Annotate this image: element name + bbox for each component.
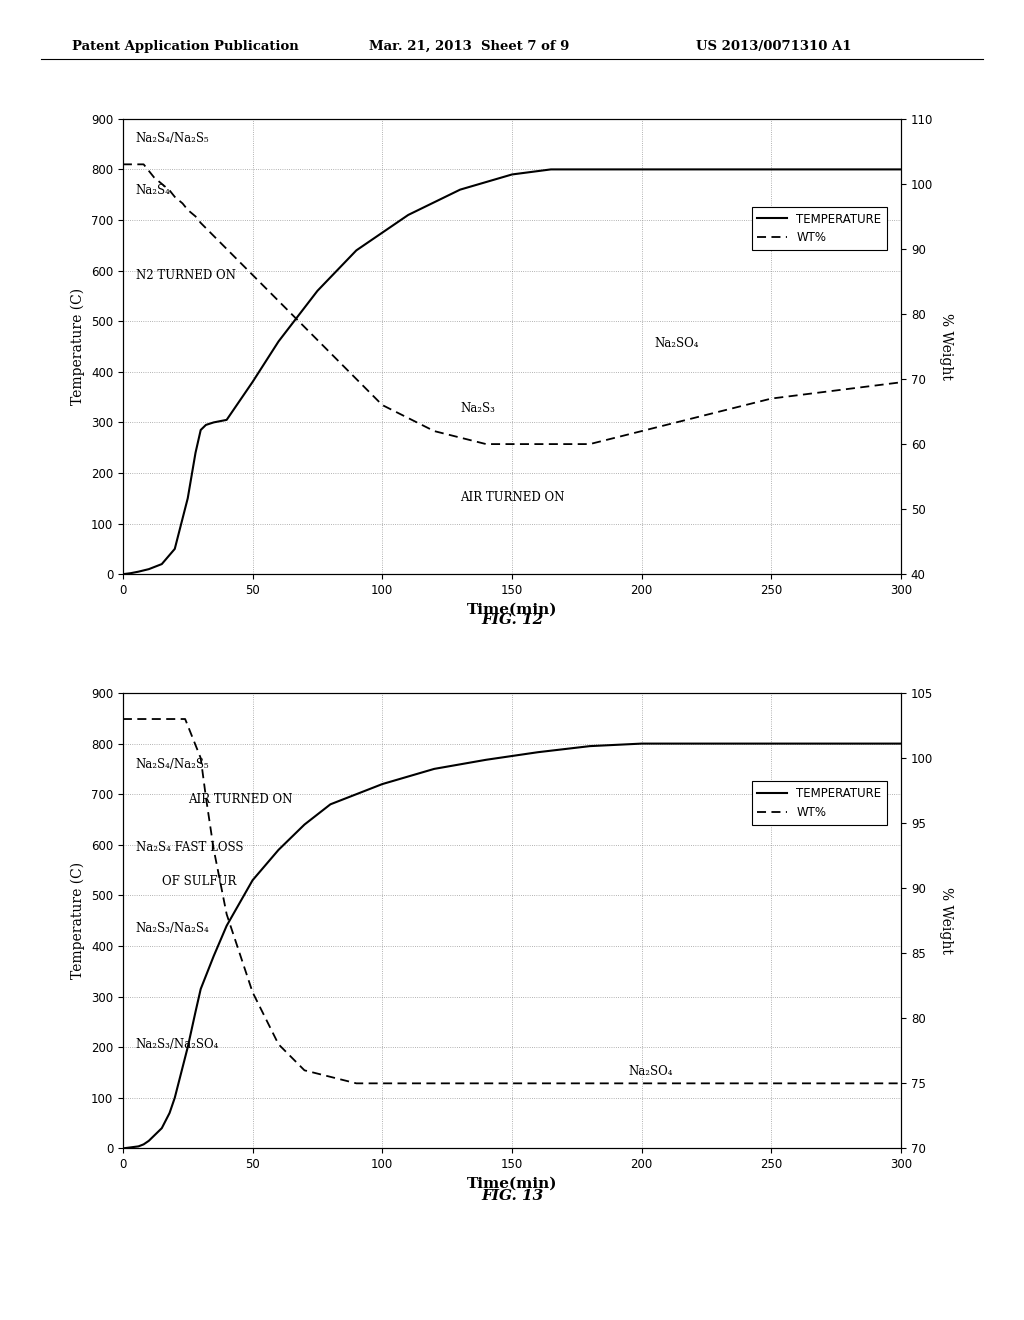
Legend: TEMPERATURE, WT%: TEMPERATURE, WT%: [752, 207, 888, 251]
Text: Mar. 21, 2013  Sheet 7 of 9: Mar. 21, 2013 Sheet 7 of 9: [369, 40, 569, 53]
Y-axis label: Temperature (C): Temperature (C): [71, 288, 85, 405]
Text: Na₂S₄: Na₂S₄: [136, 185, 171, 197]
Y-axis label: Temperature (C): Temperature (C): [71, 862, 85, 979]
Text: N2 TURNED ON: N2 TURNED ON: [136, 269, 236, 282]
Text: FIG. 13: FIG. 13: [481, 1189, 543, 1203]
Text: Na₂S₃/Na₂S₄: Na₂S₃/Na₂S₄: [136, 921, 210, 935]
Text: Na₂S₃/Na₂SO₄: Na₂S₃/Na₂SO₄: [136, 1038, 219, 1051]
X-axis label: Time(min): Time(min): [467, 1176, 557, 1191]
Text: Patent Application Publication: Patent Application Publication: [72, 40, 298, 53]
Text: OF SULFUR: OF SULFUR: [162, 875, 237, 888]
Text: Na₂SO₄: Na₂SO₄: [654, 338, 699, 351]
Text: Na₂SO₄: Na₂SO₄: [629, 1065, 673, 1078]
Text: US 2013/0071310 A1: US 2013/0071310 A1: [696, 40, 852, 53]
Y-axis label: % Weight: % Weight: [939, 313, 952, 380]
Text: FIG. 12: FIG. 12: [481, 614, 543, 627]
Legend: TEMPERATURE, WT%: TEMPERATURE, WT%: [752, 781, 888, 825]
Y-axis label: % Weight: % Weight: [939, 887, 952, 954]
Text: AIR TURNED ON: AIR TURNED ON: [187, 793, 292, 805]
Text: Na₂S₄/Na₂S₅: Na₂S₄/Na₂S₅: [136, 759, 210, 771]
Text: Na₂S₄/Na₂S₅: Na₂S₄/Na₂S₅: [136, 132, 210, 144]
Text: Na₂S₄ FAST LOSS: Na₂S₄ FAST LOSS: [136, 841, 244, 854]
X-axis label: Time(min): Time(min): [467, 602, 557, 616]
Text: AIR TURNED ON: AIR TURNED ON: [460, 491, 564, 504]
Text: Na₂S₃: Na₂S₃: [460, 401, 495, 414]
